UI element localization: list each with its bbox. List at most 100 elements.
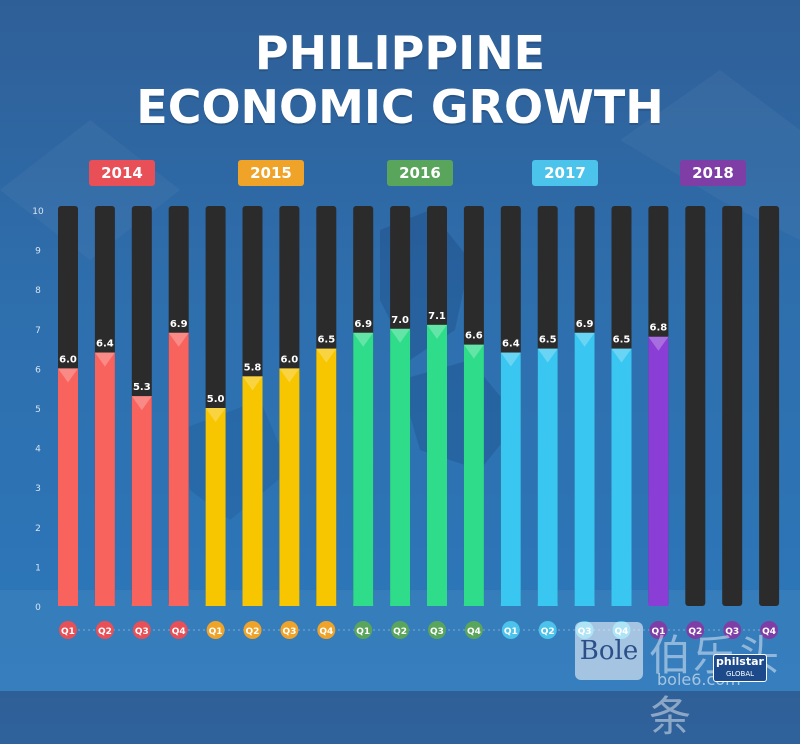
bar-chart: 0 1 2 3 4 5 6 7 8 9 10 6.0 Q1 6.4 Q2 5.3 Q3 6.9 Q4 5.0 Q1 5.8… bbox=[32, 206, 780, 639]
quarter-badge bbox=[760, 621, 779, 639]
data-label: 6.6 bbox=[465, 331, 483, 342]
data-label: 7.0 bbox=[391, 315, 409, 326]
bar-track bbox=[722, 206, 743, 606]
bar bbox=[574, 332, 595, 606]
data-label: 6.9 bbox=[354, 319, 372, 330]
y-tick-label: 10 bbox=[32, 207, 44, 217]
bar-track bbox=[685, 206, 706, 606]
quarter-badge bbox=[464, 621, 483, 639]
x-tick-label: Q4 bbox=[172, 627, 186, 637]
data-label: 5.0 bbox=[207, 394, 225, 405]
x-tick-label: Q3 bbox=[430, 627, 444, 637]
quarter-badge bbox=[280, 621, 299, 639]
bar-highlight bbox=[611, 348, 632, 363]
bar-highlight bbox=[94, 352, 115, 367]
data-label: 6.4 bbox=[502, 339, 520, 350]
data-label: 6.5 bbox=[539, 335, 557, 346]
x-tick-label: Q4 bbox=[762, 627, 776, 637]
quarter-badge bbox=[95, 621, 114, 639]
y-tick-label: 2 bbox=[35, 524, 41, 534]
bole-logo: Bole bbox=[575, 622, 643, 680]
data-label: 6.8 bbox=[650, 323, 668, 334]
data-label: 5.3 bbox=[133, 382, 151, 393]
bar-highlight bbox=[500, 352, 521, 367]
data-label: 7.1 bbox=[428, 311, 446, 322]
y-tick-label: 0 bbox=[35, 603, 41, 613]
data-label: 6.4 bbox=[96, 339, 114, 350]
bar-highlight bbox=[390, 328, 411, 343]
quarter-badge bbox=[501, 621, 520, 639]
chart-title-line2: ECONOMIC GROWTH bbox=[136, 80, 664, 134]
quarter-badge bbox=[59, 621, 77, 639]
bar bbox=[242, 376, 263, 606]
bar bbox=[168, 332, 189, 606]
bar-highlight bbox=[205, 408, 226, 422]
bar bbox=[611, 348, 632, 606]
quarter-badge bbox=[723, 621, 742, 639]
x-tick-label: Q1 bbox=[504, 627, 518, 637]
year-badge-2016: 2016 bbox=[387, 160, 453, 186]
chart-title-line1: PHILIPPINE bbox=[254, 26, 546, 80]
bar bbox=[500, 352, 521, 606]
data-label: 6.9 bbox=[576, 319, 594, 330]
quarter-badge bbox=[538, 621, 557, 639]
bar-highlight bbox=[353, 332, 374, 347]
data-label: 6.0 bbox=[59, 354, 77, 365]
bar bbox=[58, 368, 78, 606]
x-tick-label: Q4 bbox=[467, 627, 481, 637]
bar-highlight bbox=[316, 348, 337, 363]
y-tick-label: 6 bbox=[35, 365, 41, 375]
y-tick-label: 4 bbox=[35, 445, 41, 455]
y-tick-label: 9 bbox=[35, 247, 41, 257]
bar-highlight bbox=[168, 332, 189, 347]
year-badge-2015: 2015 bbox=[238, 160, 304, 186]
data-label: 6.5 bbox=[317, 335, 335, 346]
x-tick-label: Q3 bbox=[725, 627, 739, 637]
y-tick-label: 1 bbox=[35, 563, 41, 573]
x-tick-label: Q4 bbox=[319, 627, 333, 637]
bar bbox=[648, 336, 669, 606]
quarter-badge bbox=[206, 621, 225, 639]
bar bbox=[131, 396, 152, 606]
quarter-badge bbox=[132, 621, 151, 639]
bar-highlight bbox=[574, 332, 595, 347]
bar bbox=[427, 324, 447, 606]
bar bbox=[279, 368, 300, 606]
bar bbox=[390, 328, 411, 606]
bar-highlight bbox=[648, 336, 669, 351]
bar-highlight bbox=[131, 396, 152, 411]
x-tick-label: Q1 bbox=[356, 627, 370, 637]
x-tick-label: Q2 bbox=[98, 627, 112, 637]
x-tick-label: Q3 bbox=[282, 627, 296, 637]
philstar-logo-text: philstar bbox=[716, 655, 764, 668]
bar bbox=[205, 408, 226, 606]
philstar-logo: philstar GLOBAL bbox=[713, 654, 767, 682]
year-badge-2014: 2014 bbox=[89, 160, 155, 186]
y-tick-label: 3 bbox=[35, 484, 41, 494]
bar bbox=[353, 332, 374, 606]
quarter-badge bbox=[169, 621, 188, 639]
year-badge-2017: 2017 bbox=[532, 160, 598, 186]
x-tick-label: Q2 bbox=[246, 627, 260, 637]
x-tick-label: Q2 bbox=[541, 627, 555, 637]
bar-track bbox=[759, 206, 780, 606]
y-tick-label: 7 bbox=[35, 326, 41, 336]
quarter-badge bbox=[686, 621, 705, 639]
quarter-badge bbox=[428, 621, 446, 639]
quarter-badge bbox=[649, 621, 668, 639]
y-tick-label: 8 bbox=[35, 286, 41, 296]
bar bbox=[463, 344, 484, 606]
quarter-badge bbox=[317, 621, 336, 639]
data-label: 5.8 bbox=[244, 362, 262, 373]
x-tick-label: Q2 bbox=[393, 627, 407, 637]
x-tick-label: Q1 bbox=[61, 627, 75, 637]
x-tick-label: Q1 bbox=[209, 627, 223, 637]
bar-highlight bbox=[537, 348, 558, 363]
bar-highlight bbox=[279, 368, 300, 383]
quarter-badge bbox=[243, 621, 262, 639]
data-label: 6.0 bbox=[281, 354, 299, 365]
bar-highlight bbox=[242, 376, 263, 391]
bar bbox=[94, 352, 115, 606]
x-tick-label: Q2 bbox=[688, 627, 702, 637]
philstar-logo-subtext: GLOBAL bbox=[725, 670, 755, 678]
